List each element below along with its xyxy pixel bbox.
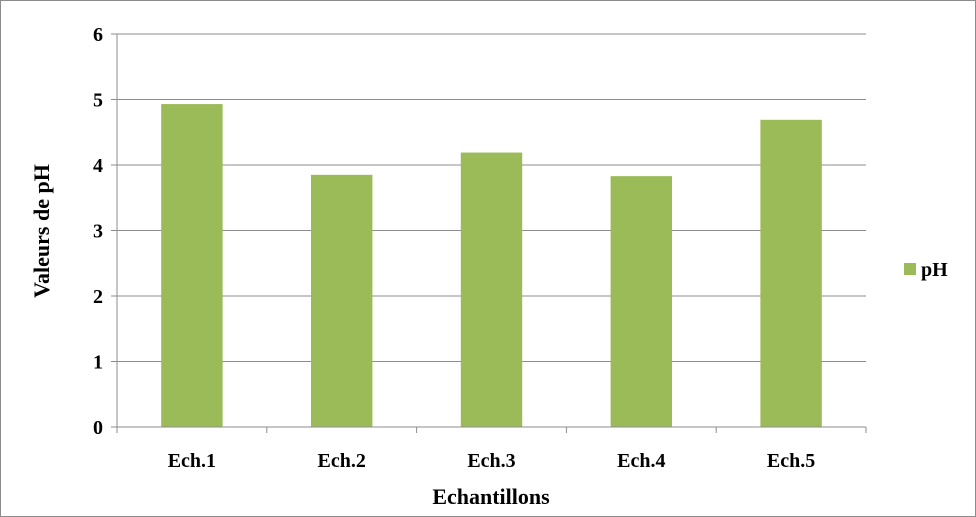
bar-ech-4 [610, 176, 673, 427]
y-axis-title: Valeurs de pH [29, 164, 54, 298]
bars [161, 104, 822, 428]
x-tick-label: Ech.5 [767, 450, 815, 472]
x-axis-title: Echantillons [432, 484, 550, 509]
y-tick-label: 6 [93, 24, 103, 46]
x-tick-label: Ech.2 [318, 450, 366, 472]
x-tick-label: Ech.3 [467, 450, 515, 472]
x-tick-label: Ech.1 [168, 450, 216, 472]
bar-ech-1 [161, 104, 223, 428]
axes [111, 33, 867, 433]
x-tick-label: Ech.4 [617, 450, 665, 472]
legend: pH [904, 259, 948, 281]
y-tick-label: 0 [93, 417, 103, 439]
bar-ech-3 [460, 152, 523, 427]
bar-ech-5 [760, 119, 822, 428]
bar-ech-2 [310, 174, 373, 427]
y-tick-label: 2 [93, 286, 103, 308]
tick-labels: 0 1 2 3 4 5 6 Ech.1 Ech.2 Ech.3 Ech.4 Ech.5 [93, 24, 815, 472]
y-tick-label: 3 [93, 221, 103, 243]
legend-swatch-ph [904, 263, 916, 275]
y-tick-label: 4 [93, 155, 103, 177]
y-tick-label: 5 [93, 90, 103, 112]
y-tick-label: 1 [93, 352, 103, 374]
legend-label-ph: pH [921, 259, 948, 281]
